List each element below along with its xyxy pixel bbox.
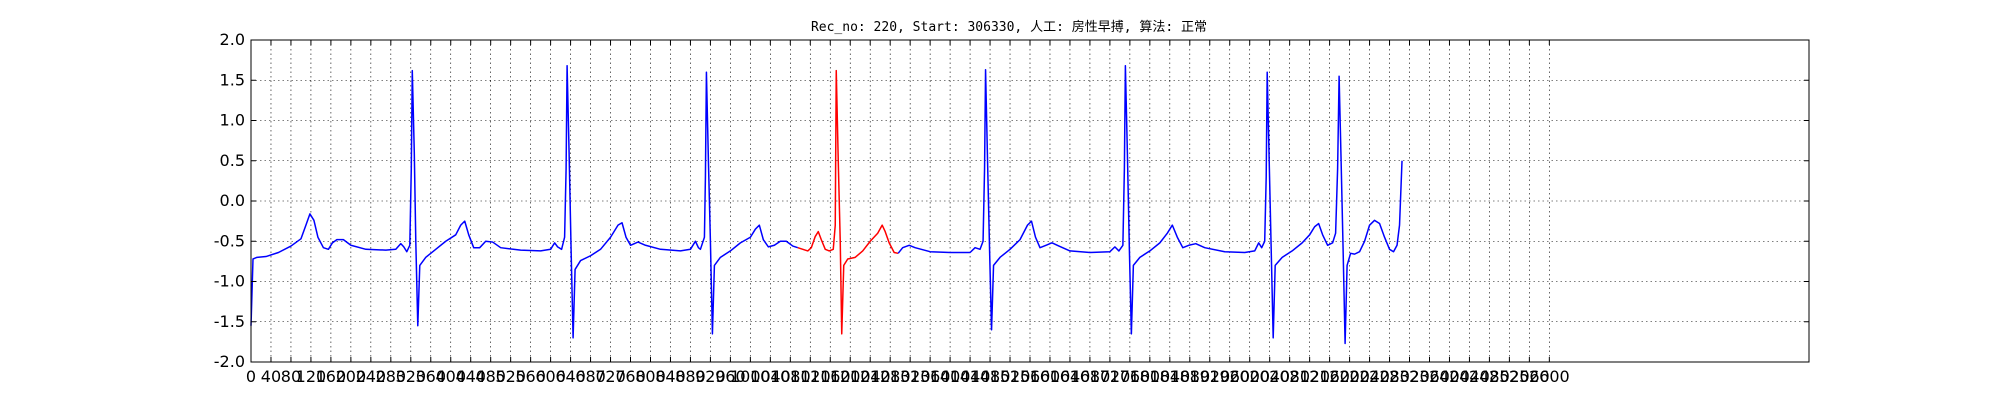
x-tick-label: 360	[415, 367, 446, 386]
x-tick-label: 40	[261, 367, 281, 386]
y-axis-ticks: -2.0 -1.5 -1.0 -0.5 0.0 0.5 1.0 1.5 2.0	[214, 30, 1809, 371]
series-line-1	[250, 65, 799, 339]
y-tick-label: -1.5	[214, 312, 245, 331]
x-tick-label: 880	[675, 367, 706, 386]
x-tick-label: 440	[455, 367, 486, 386]
x-tick-label: 680	[575, 367, 606, 386]
x-tick-label: 640	[555, 367, 586, 386]
x-tick-label: 2160	[1309, 367, 1350, 386]
x-tick-label: 960	[715, 367, 746, 386]
y-tick-label: 1.5	[220, 70, 245, 89]
x-tick-label: 2080	[1269, 367, 1310, 386]
x-tick-label: 2600	[1529, 367, 1570, 386]
x-tick-label: 1880	[1169, 367, 1210, 386]
x-tick-label: 560	[515, 367, 546, 386]
x-tick-label: 1560	[1010, 367, 1051, 386]
series-layer	[250, 65, 1403, 345]
x-tick-label: 2000	[1229, 367, 1270, 386]
y-tick-label: -0.5	[214, 231, 245, 250]
x-tick-label: 240	[356, 367, 387, 386]
x-tick-label: 2440	[1449, 367, 1490, 386]
x-tick-label: 800	[635, 367, 666, 386]
x-tick-label: 80	[281, 367, 301, 386]
x-tick-label: 1680	[1070, 367, 1111, 386]
x-tick-label: 1080	[770, 367, 811, 386]
x-tick-label: 280	[376, 367, 407, 386]
x-tick-label: 1760	[1110, 367, 1151, 386]
x-tick-label: 200	[336, 367, 367, 386]
x-tick-label: 1800	[1129, 367, 1170, 386]
x-tick-label: 760	[615, 367, 646, 386]
x-tick-label: 1040	[750, 367, 791, 386]
x-tick-label: 1600	[1030, 367, 1071, 386]
x-tick-label: 2120	[1289, 367, 1330, 386]
x-tick-label: 1160	[810, 367, 851, 386]
x-tick-label: 320	[396, 367, 427, 386]
x-tick-label: 1360	[910, 367, 951, 386]
y-tick-label: 0.5	[220, 151, 245, 170]
x-tick-label: 1320	[890, 367, 931, 386]
x-tick-label: 0	[246, 367, 256, 386]
series-line-2	[797, 69, 899, 335]
x-tick-label: 1960	[1209, 367, 1250, 386]
x-tick-label: 1400	[930, 367, 971, 386]
x-tick-label: 1200	[830, 367, 871, 386]
x-tick-label: 600	[535, 367, 566, 386]
x-tick-label: 400	[435, 367, 466, 386]
x-tick-label: 1440	[950, 367, 991, 386]
y-tick-label: -2.0	[214, 352, 245, 371]
x-tick-label: 840	[655, 367, 686, 386]
y-tick-label: 2.0	[220, 30, 245, 49]
grid-lines	[251, 40, 1809, 362]
y-tick-label: 0.0	[220, 191, 245, 210]
x-tick-label: 1520	[990, 367, 1031, 386]
x-tick-label: 1480	[970, 367, 1011, 386]
x-tick-label: 720	[595, 367, 626, 386]
x-axis-ticks: 0 40 8012016020024028032036040044048052056…	[246, 40, 1570, 386]
x-tick-label: 1720	[1090, 367, 1131, 386]
x-tick-label: 1280	[870, 367, 911, 386]
x-tick-label: 1120	[790, 367, 831, 386]
series-line-3	[897, 65, 1403, 345]
x-tick-label: 2040	[1249, 367, 1290, 386]
x-tick-label: 120	[296, 367, 327, 386]
x-tick-label: 2200	[1329, 367, 1370, 386]
x-tick-label: 160	[316, 367, 347, 386]
x-tick-label: 2360	[1409, 367, 1450, 386]
x-tick-label: 1920	[1189, 367, 1230, 386]
x-tick-label: 480	[475, 367, 506, 386]
x-tick-label: 2560	[1509, 367, 1550, 386]
x-tick-label: 2320	[1389, 367, 1430, 386]
x-tick-label: 2400	[1429, 367, 1470, 386]
x-tick-label: 1000	[730, 367, 771, 386]
x-tick-label: 1640	[1050, 367, 1091, 386]
y-tick-label: -1.0	[214, 272, 245, 291]
x-tick-label: 2280	[1369, 367, 1410, 386]
x-tick-label: 1840	[1149, 367, 1190, 386]
y-tick-label: 1.0	[220, 111, 245, 130]
x-tick-label: 2480	[1469, 367, 1510, 386]
x-tick-label: 2520	[1489, 367, 1530, 386]
chart-title: Rec_no: 220, Start: 306330, 人工: 房性早搏, 算法…	[811, 19, 1207, 35]
x-tick-label: 920	[695, 367, 726, 386]
x-tick-label: 520	[495, 367, 526, 386]
x-tick-label: 1240	[850, 367, 891, 386]
x-tick-label: 2240	[1349, 367, 1390, 386]
